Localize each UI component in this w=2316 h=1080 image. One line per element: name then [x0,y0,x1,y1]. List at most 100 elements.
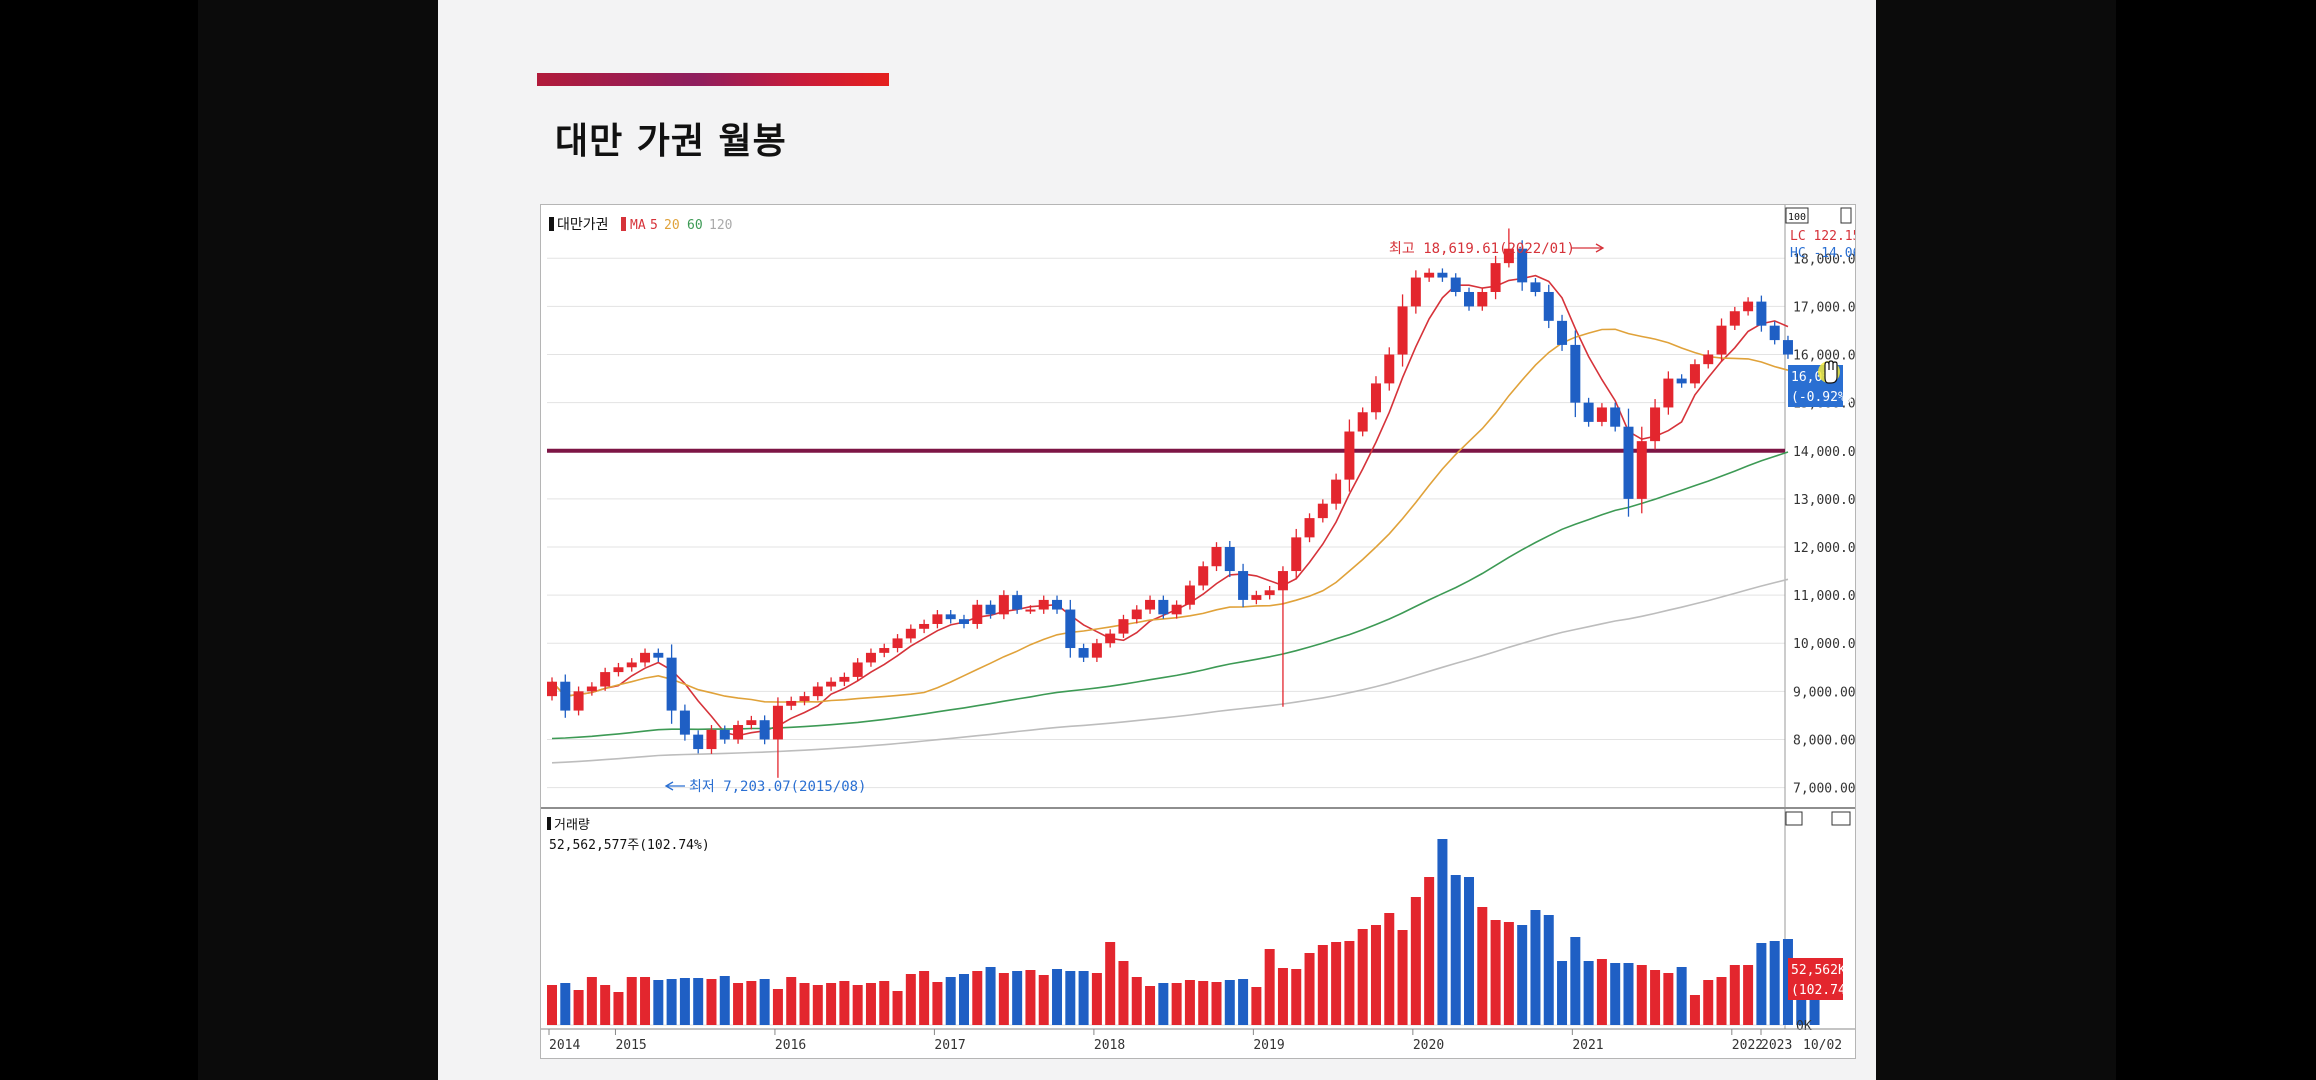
volume-bar [1610,963,1621,1025]
candle-body [1277,571,1288,591]
candle-body [1517,248,1528,283]
volume-bar [1570,937,1581,1025]
candle-body [1065,609,1076,649]
price-tick: 16,000.00 [1793,349,1855,364]
volume-bar [958,974,969,1025]
volume-bar [1052,969,1063,1025]
volume-bar [666,979,677,1025]
volume-bar [1424,877,1435,1025]
x-tick: 2018 [1094,1038,1125,1053]
volume-bar [1756,943,1767,1025]
volume-bar [719,976,730,1025]
volume-bar [1543,915,1554,1025]
ma-60: 60 [687,218,703,233]
price-tick: 10,000.00 [1793,637,1855,652]
candle-body [1171,604,1182,615]
volume-bar [1038,975,1049,1025]
candle-body [1663,378,1674,408]
volume-bar [1782,939,1793,1025]
volume-bar [1012,971,1023,1025]
candle-body [1743,301,1754,312]
chart-header: 대만가권 MA 5 20 60 120 [549,217,732,233]
x-tick: 2021 [1572,1038,1603,1053]
volume-bar [998,973,1009,1025]
candle-body [839,676,850,682]
volume-bar [1145,986,1156,1025]
candle-body [626,662,637,668]
price-tick: 17,000.00 [1793,300,1855,315]
candle-body [666,657,677,711]
candle-body [1357,412,1368,432]
volume-bar [1304,953,1315,1025]
candle-body [1676,378,1687,384]
current-change: (-0.92%) [1791,390,1854,405]
candle-body [1091,643,1102,658]
price-tick: 18,000.00 [1793,252,1855,267]
volume-bar [1131,977,1142,1025]
volume-label: 거래량 [554,818,590,833]
current-volume: 52,562K [1791,963,1846,978]
volume-value: 52,562,577주(102.74%) [549,838,710,853]
x-tick: 2017 [934,1038,965,1053]
volume-bar [865,983,876,1025]
volume-bar [1025,970,1036,1025]
ma-20: 20 [664,218,680,233]
date-end-label: 10/02 [1803,1038,1842,1053]
price-panel [541,205,1855,808]
candle-body [759,720,770,740]
candle-body [547,681,557,697]
price-tick: 7,000.00 [1793,782,1855,797]
candle-body [1557,320,1568,345]
candle-body [1689,364,1700,384]
candle-body [1158,599,1169,615]
candle-body [1184,585,1195,605]
candle-body [919,623,930,629]
price-tick: 13,000.00 [1793,493,1855,508]
x-tick: 2015 [615,1038,646,1053]
volume-bar [772,989,783,1025]
volume-bar [1477,907,1488,1025]
volume-bars [547,839,1820,1025]
candle-body [1583,402,1594,422]
title-accent-bar [537,73,889,86]
high-annotation: 최고 18,619.61(2022/01) [1389,241,1575,257]
candle-body [1410,277,1421,307]
candle-body [1384,354,1395,384]
volume-bar [1490,920,1501,1025]
candle-body [1251,595,1262,600]
candle-body [1703,354,1714,365]
candle-body [679,710,690,735]
volume-bar [1450,875,1461,1025]
current-volume-pct: (102.74%) [1791,983,1855,998]
volume-bar [600,985,611,1025]
volume-bar [560,983,571,1025]
volume-bar [626,977,637,1025]
ma-5: 5 [650,218,658,233]
volume-bar [1357,929,1368,1025]
candle-body [1450,277,1461,292]
candle-body [852,662,863,677]
candle-body [1437,272,1448,278]
volume-bar [1277,968,1288,1025]
volume-bar [1743,965,1754,1025]
candle-body [905,628,916,639]
candle-body [1105,633,1116,644]
candle-body [560,681,571,711]
volume-bar [1291,969,1302,1025]
volume-bar [640,977,651,1025]
expand-button[interactable] [1840,207,1852,224]
volume-bar [1650,970,1661,1025]
volume-bar [1344,941,1355,1025]
volume-bar [892,991,903,1025]
current-volume-badge [1788,958,1843,1000]
volume-bar [1596,959,1607,1025]
candle-body [1078,648,1089,658]
volume-bar [547,985,557,1025]
volume-bar [1769,941,1780,1025]
candle-body [1769,325,1780,341]
volume-bar [932,982,943,1025]
candle-body [799,696,810,701]
candlestick-chart: 18,000.0017,000.0016,000.0015,000.0014,0… [541,205,1868,1053]
ma120-line [551,578,1789,764]
